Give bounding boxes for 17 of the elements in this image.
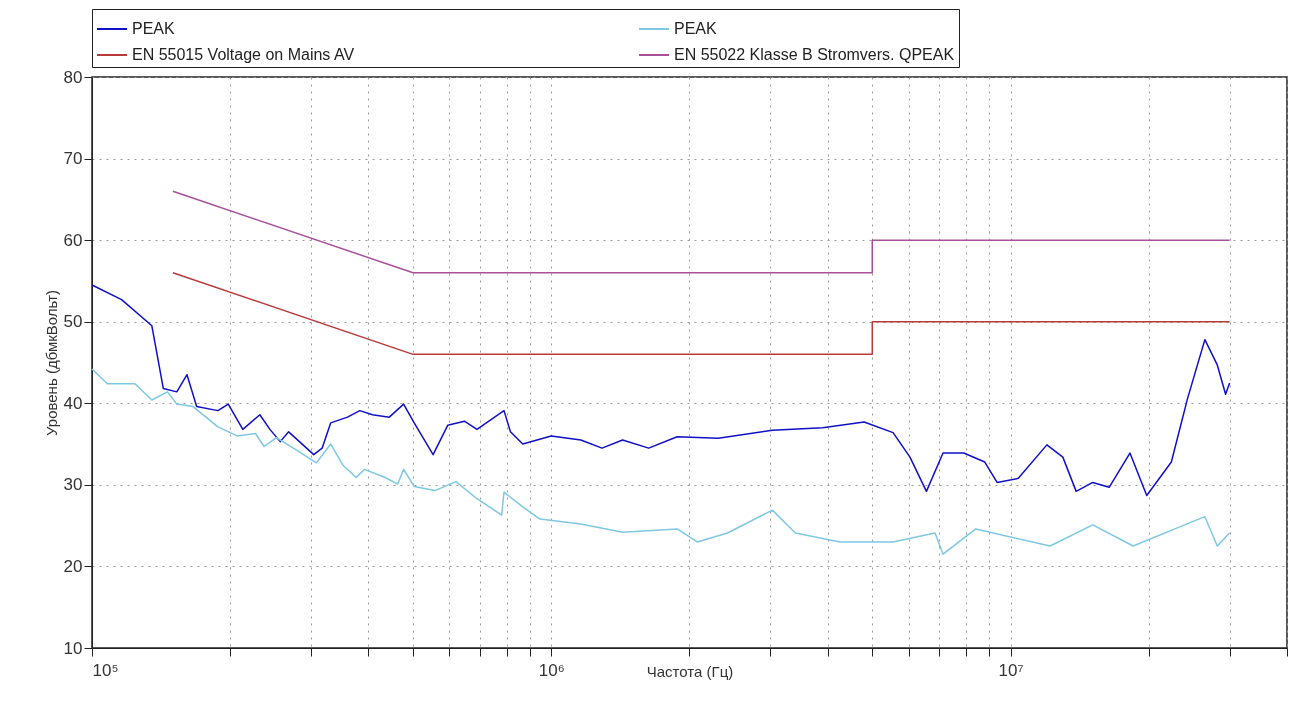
legend-label: EN 55022 Klasse B Stromvers. QPEAK (674, 46, 955, 63)
y-tick-label: 60 (63, 230, 83, 250)
x-tick-label: 10⁷ (998, 660, 1024, 680)
y-tick-label: 30 (63, 475, 83, 495)
y-tick-label: 70 (63, 149, 83, 169)
legend-label: PEAK (674, 20, 718, 37)
y-axis-title: Уровень (дбмкВольт) (42, 289, 60, 437)
y-tick-label: 20 (63, 556, 83, 576)
y-tick-label: 80 (63, 67, 83, 87)
x-tick-label: 10⁵ (92, 660, 119, 680)
y-tick-label: 50 (63, 312, 83, 332)
legend-label: EN 55015 Voltage on Mains AV (132, 46, 355, 63)
y-tick-label: 40 (63, 393, 83, 413)
x-axis-title: Частота (Гц) (646, 662, 734, 680)
x-tick-label: 10⁶ (538, 660, 565, 680)
y-tick-label: 10 (63, 638, 83, 658)
legend-label: PEAK (132, 20, 176, 37)
